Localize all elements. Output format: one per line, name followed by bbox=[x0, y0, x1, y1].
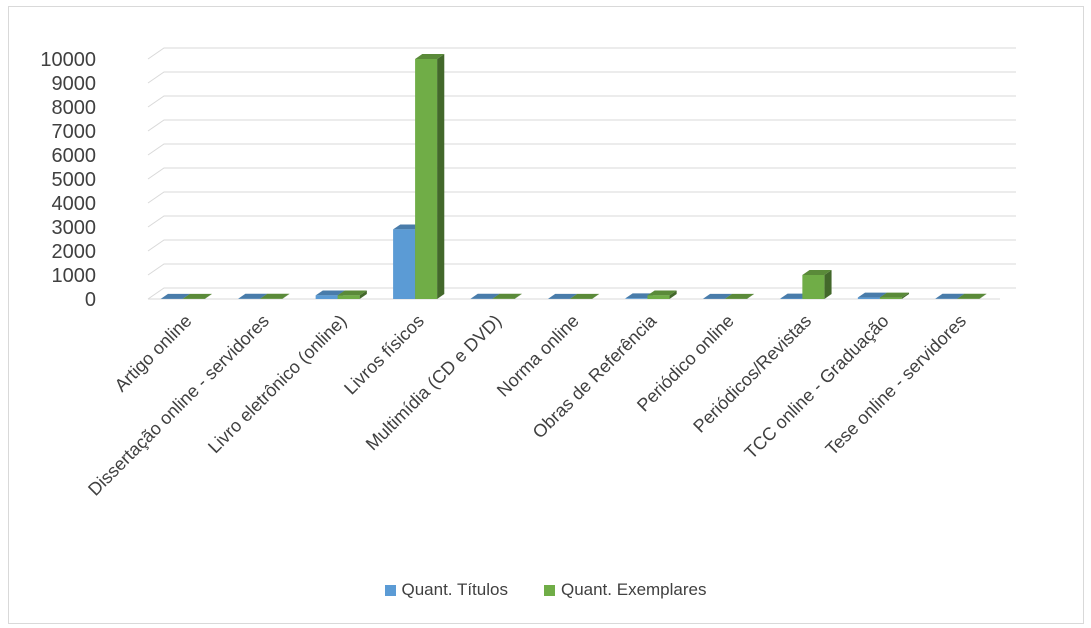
legend: Quant. Títulos Quant. Exemplares bbox=[0, 580, 1091, 600]
gridline bbox=[147, 47, 1016, 60]
gridline bbox=[147, 119, 1016, 132]
bar bbox=[570, 293, 600, 299]
bar bbox=[724, 293, 755, 299]
legend-item-exemplares: Quant. Exemplares bbox=[543, 580, 707, 600]
bar bbox=[802, 270, 832, 299]
bar bbox=[647, 290, 677, 299]
legend-label-titulos: Quant. Títulos bbox=[401, 580, 508, 599]
gridline bbox=[147, 239, 1016, 252]
bar bbox=[182, 293, 212, 299]
gridline bbox=[147, 71, 1016, 84]
gridline bbox=[147, 215, 1016, 228]
x-tick-label: TCC online - Graduação bbox=[741, 311, 893, 463]
y-tick-label: 1000 bbox=[52, 265, 97, 287]
x-tick-label: Livros físicos bbox=[340, 311, 428, 399]
gridline bbox=[147, 191, 1016, 204]
gridline bbox=[147, 143, 1016, 156]
y-tick-label: 7000 bbox=[52, 121, 97, 143]
y-tick-label: 9000 bbox=[52, 73, 97, 95]
x-tick-label: Multimídia (CD e DVD) bbox=[362, 311, 506, 455]
bar bbox=[879, 292, 910, 299]
y-tick-label: 5000 bbox=[52, 169, 97, 191]
gridline bbox=[147, 263, 1016, 276]
legend-label-exemplares: Quant. Exemplares bbox=[560, 580, 707, 599]
gridline bbox=[147, 167, 1016, 180]
bar bbox=[957, 293, 987, 299]
bar bbox=[337, 290, 367, 299]
gridlines bbox=[147, 47, 1016, 300]
y-tick-label: 6000 bbox=[52, 145, 97, 167]
y-tick-label: 2000 bbox=[52, 241, 97, 263]
y-tick-label: 8000 bbox=[52, 97, 97, 119]
legend-item-titulos: Quant. Títulos bbox=[384, 580, 508, 600]
bars bbox=[160, 54, 987, 299]
gridline bbox=[147, 95, 1016, 108]
chart-frame bbox=[8, 6, 1084, 624]
x-tick-label: Artigo online bbox=[111, 311, 196, 396]
y-tick-label: 0 bbox=[85, 289, 96, 311]
legend-swatch-titulos bbox=[384, 584, 396, 596]
bar bbox=[260, 293, 290, 299]
y-tick-label: 3000 bbox=[52, 217, 97, 239]
bar bbox=[415, 54, 445, 299]
y-tick-label: 10000 bbox=[40, 49, 96, 71]
y-tick-label: 4000 bbox=[52, 193, 97, 215]
bar bbox=[492, 293, 522, 299]
gridline bbox=[147, 287, 1016, 300]
y-axis-ticks: 0100020003000400050006000700080009000100… bbox=[40, 49, 96, 311]
legend-swatch-exemplares bbox=[543, 584, 555, 596]
x-tick-label: Tese online - servidores bbox=[822, 311, 971, 460]
x-tick-label: Livro eletrônico (online) bbox=[204, 311, 350, 457]
